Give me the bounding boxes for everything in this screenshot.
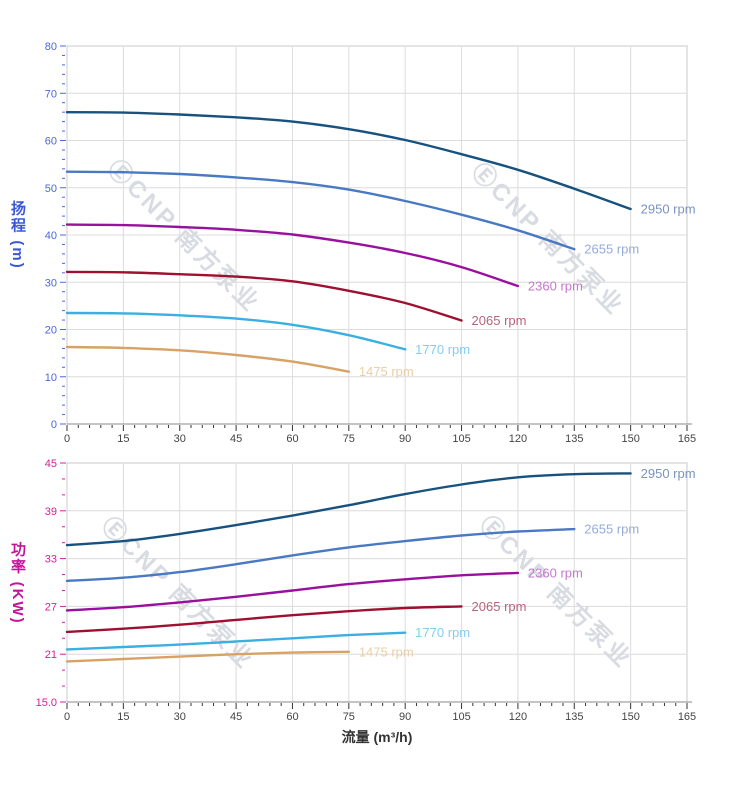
- x-tick-label: 105: [452, 711, 470, 723]
- y-tick-label: 10: [45, 372, 57, 384]
- curve-2950-rpm: [65, 472, 632, 547]
- curve-2950-rpm: [65, 111, 632, 211]
- x-tick-label: 15: [117, 433, 129, 445]
- y-tick-label: 20: [45, 325, 57, 337]
- x-tick-label: 60: [286, 433, 298, 445]
- x-tick-label: 135: [565, 433, 583, 445]
- x-tick-label: 150: [621, 433, 639, 445]
- y-tick-label: 80: [45, 41, 57, 53]
- x-tick-label: 165: [678, 711, 696, 723]
- x-tick-label: 150: [621, 711, 639, 723]
- x-tick-label: 165: [678, 433, 696, 445]
- curve-label-1475-rpm: 1475 rpm: [359, 364, 414, 379]
- y-tick-label: 30: [45, 277, 57, 289]
- y-tick-label: 33: [45, 554, 57, 566]
- curve-label-2950-rpm: 2950 rpm: [641, 202, 696, 217]
- y-tick-label: 15.0: [36, 697, 57, 709]
- curve-label-2065-rpm: 2065 rpm: [472, 313, 527, 328]
- y-tick-label: 0: [51, 419, 57, 431]
- curve-2655-rpm: [65, 170, 576, 251]
- curve-2065-rpm: [65, 605, 463, 634]
- power-y-axis-title: 功率 (KW): [9, 541, 26, 625]
- curve-label-2655-rpm: 2655 rpm: [584, 522, 639, 537]
- curve-2360-rpm: [65, 571, 520, 612]
- x-tick-label: 90: [399, 711, 411, 723]
- curve-1475-rpm: [65, 650, 350, 663]
- y-tick-label: 70: [45, 88, 57, 100]
- curve-label-2360-rpm: 2360 rpm: [528, 279, 583, 294]
- x-tick-label: 120: [509, 711, 527, 723]
- y-tick-label: 50: [45, 183, 57, 195]
- curve-label-2065-rpm: 2065 rpm: [472, 599, 527, 614]
- x-tick-label: 75: [343, 433, 355, 445]
- y-tick-label: 60: [45, 136, 57, 148]
- curve-1770-rpm: [65, 311, 407, 351]
- x-tick-label: 45: [230, 433, 242, 445]
- x-tick-label: 0: [64, 433, 70, 445]
- x-tick-label: 75: [343, 711, 355, 723]
- curve-label-1770-rpm: 1770 rpm: [415, 342, 470, 357]
- y-tick-label: 45: [45, 458, 57, 470]
- curve-label-2655-rpm: 2655 rpm: [584, 242, 639, 257]
- y-tick-label: 39: [45, 506, 57, 518]
- x-tick-label: 120: [509, 433, 527, 445]
- x-tick-label: 30: [174, 433, 186, 445]
- y-tick-label: 21: [45, 649, 57, 661]
- curve-1770-rpm: [65, 631, 407, 651]
- curve-label-2950-rpm: 2950 rpm: [641, 466, 696, 481]
- curve-2065-rpm: [65, 270, 463, 322]
- curve-label-2360-rpm: 2360 rpm: [528, 565, 583, 580]
- x-tick-label: 45: [230, 711, 242, 723]
- x-tick-label: 60: [286, 711, 298, 723]
- x-tick-label: 135: [565, 711, 583, 723]
- x-tick-label: 105: [452, 433, 470, 445]
- curve-1475-rpm: [65, 345, 350, 373]
- curve-label-1770-rpm: 1770 rpm: [415, 625, 470, 640]
- x-tick-label: 15: [117, 711, 129, 723]
- curve-label-1475-rpm: 1475 rpm: [359, 644, 414, 659]
- head-y-axis-title: 扬程 (m): [9, 200, 26, 270]
- curve-2655-rpm: [65, 527, 576, 583]
- x-tick-label: 90: [399, 433, 411, 445]
- y-tick-label: 27: [45, 601, 57, 613]
- flow-x-axis-title: 流量 (m³/h): [341, 729, 413, 745]
- x-tick-label: 0: [64, 711, 70, 723]
- curve-2360-rpm: [65, 223, 520, 288]
- y-tick-label: 40: [45, 230, 57, 242]
- x-tick-label: 30: [174, 711, 186, 723]
